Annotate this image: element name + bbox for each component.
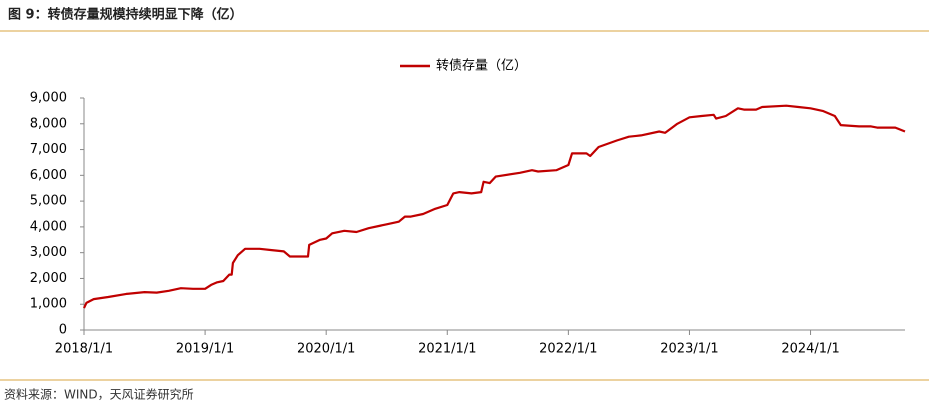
y-tick-label: 6,000 bbox=[30, 168, 67, 183]
y-tick-label: 8,000 bbox=[30, 116, 67, 131]
x-tick-label: 2023/1/1 bbox=[660, 342, 718, 357]
x-tick-label: 2018/1/1 bbox=[55, 342, 113, 357]
y-tick-label: 0 bbox=[59, 323, 67, 338]
source: 资料来源：WIND，天风证券研究所 bbox=[4, 387, 194, 402]
y-tick-label: 5,000 bbox=[30, 194, 67, 209]
x-tick-label: 2024/1/1 bbox=[781, 342, 839, 357]
x-tick-label: 2019/1/1 bbox=[176, 342, 234, 357]
y-tick-label: 7,000 bbox=[30, 142, 67, 157]
y-tick-label: 1,000 bbox=[30, 297, 67, 312]
y-tick-label: 9,000 bbox=[30, 91, 67, 106]
y-tick-label: 4,000 bbox=[30, 219, 67, 234]
legend-label: 转债存量（亿） bbox=[436, 59, 527, 74]
chart-title: 图 9：转债存量规模持续明显下降（亿） bbox=[8, 7, 243, 23]
x-tick-label: 2022/1/1 bbox=[539, 342, 597, 357]
x-tick-label: 2021/1/1 bbox=[418, 342, 476, 357]
x-tick-label: 2020/1/1 bbox=[297, 342, 355, 357]
series-line bbox=[83, 104, 906, 309]
y-tick-label: 3,000 bbox=[30, 245, 67, 260]
y-tick-label: 2,000 bbox=[30, 271, 67, 286]
